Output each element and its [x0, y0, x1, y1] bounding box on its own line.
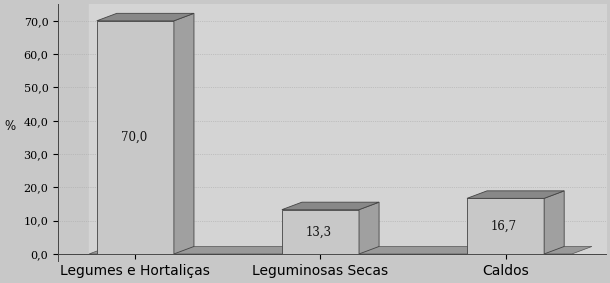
- Text: 16,7: 16,7: [491, 220, 517, 233]
- Polygon shape: [359, 202, 379, 254]
- Polygon shape: [97, 13, 194, 21]
- Y-axis label: %: %: [4, 120, 15, 133]
- Polygon shape: [97, 21, 174, 254]
- Polygon shape: [467, 198, 544, 254]
- Polygon shape: [174, 13, 194, 254]
- Polygon shape: [89, 246, 592, 254]
- Polygon shape: [544, 191, 564, 254]
- Polygon shape: [282, 202, 379, 210]
- Text: 70,0: 70,0: [121, 131, 147, 144]
- Polygon shape: [282, 210, 359, 254]
- Polygon shape: [467, 191, 564, 198]
- Text: 13,3: 13,3: [306, 225, 332, 238]
